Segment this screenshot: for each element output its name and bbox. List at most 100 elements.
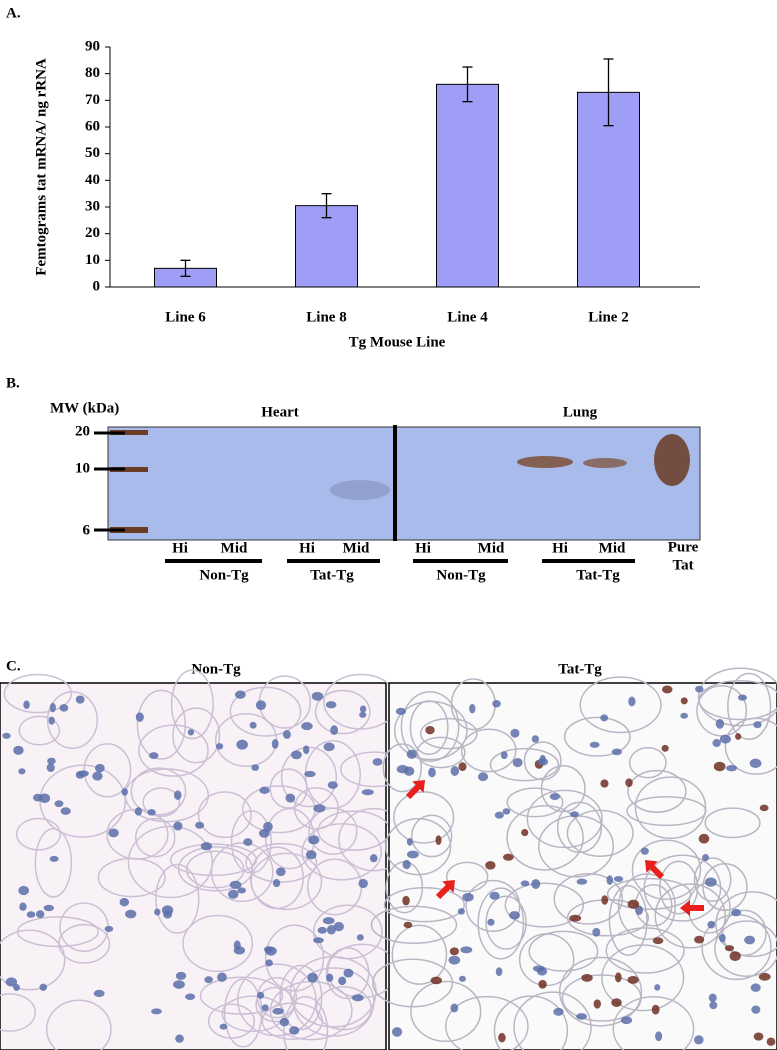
alveolar-wall [563, 716, 631, 757]
nucleus [49, 855, 59, 862]
nucleus [489, 891, 500, 900]
alveolar-wall [416, 736, 466, 769]
alveolar-wall [506, 787, 564, 818]
blot-membrane [107, 426, 701, 541]
tissue-label: Lung [563, 404, 598, 420]
alveolar-wall [130, 767, 187, 816]
nucleus [450, 766, 460, 776]
nucleus [704, 877, 717, 887]
nucleus [531, 735, 539, 743]
nucleus [358, 878, 368, 889]
alveolar-wall [608, 885, 648, 956]
nucleus [257, 991, 265, 999]
alveolar-wall [605, 927, 685, 974]
alveolar-wall [45, 999, 112, 1050]
alveolar-wall [419, 717, 478, 750]
nucleus [627, 899, 640, 909]
alveolar-wall [0, 929, 66, 991]
lane-label: Hi [172, 540, 188, 556]
alveolar-wall [445, 861, 489, 893]
alveolar-wall [283, 996, 329, 1050]
alveolar-wall [142, 787, 181, 818]
alveolar-wall [39, 764, 127, 838]
nucleus [592, 927, 601, 937]
lane-label: Hi [415, 540, 431, 556]
alveolar-wall [383, 887, 465, 923]
nucleus [538, 979, 547, 989]
nucleus [606, 875, 614, 885]
nucleus [47, 757, 56, 765]
nucleus [48, 716, 55, 725]
nucleus [600, 779, 609, 788]
nucleus [640, 847, 649, 855]
alveolar-wall [229, 686, 302, 737]
alveolar-wall [230, 810, 273, 874]
nucleus [39, 983, 48, 991]
y-tick-label: 60 [85, 118, 100, 134]
nucleus [135, 712, 144, 722]
nucleus [23, 700, 30, 710]
marker-label: 6 [83, 522, 91, 538]
nucleus [272, 879, 281, 888]
nucleus [359, 705, 367, 713]
band [330, 480, 390, 500]
nucleus [435, 835, 442, 846]
nucleus [35, 910, 45, 919]
nucleus [510, 728, 520, 738]
alveolar-wall [155, 863, 200, 934]
nucleus [325, 701, 337, 709]
alveolar-wall [382, 743, 423, 793]
alveolar-wall [314, 689, 371, 735]
error-bar [603, 58, 614, 127]
nucleus [265, 959, 273, 967]
nucleus [317, 926, 327, 934]
nucleus [457, 908, 465, 915]
nucleus [49, 702, 56, 713]
nucleus [234, 690, 246, 699]
nucleus [175, 971, 187, 980]
nucleus [261, 1004, 269, 1012]
y-tick-label: 30 [85, 198, 100, 214]
nucleus [537, 758, 549, 766]
alveolar-wall [465, 879, 521, 933]
nucleus [308, 835, 320, 845]
nucleus [478, 772, 489, 782]
nucleus [301, 722, 313, 731]
nucleus [494, 811, 504, 819]
nucleus [744, 935, 756, 945]
alveolar-wall [634, 776, 707, 839]
alveolar-wall [513, 991, 592, 1050]
alveolar-wall [172, 707, 221, 764]
ladder [110, 467, 148, 472]
nucleus [611, 748, 623, 756]
alveolar-wall [236, 963, 317, 1037]
band [517, 456, 573, 468]
y-tick-label: 50 [85, 145, 100, 161]
nucleus [18, 885, 30, 896]
nucleus [520, 880, 530, 887]
alveolar-wall [410, 814, 453, 858]
nucleus [500, 751, 508, 760]
alveolar-wall [197, 791, 252, 839]
nucleus [259, 786, 270, 794]
nucleus [303, 745, 310, 755]
image-title: Non-Tg [191, 661, 241, 677]
nucleus [611, 998, 622, 1007]
nucleus [570, 811, 579, 818]
alveolar-wall [553, 873, 624, 925]
nucleus [661, 744, 669, 752]
nucleus [593, 999, 601, 1009]
nucleus [18, 768, 26, 775]
nucleus [708, 993, 717, 1003]
nucleus [662, 685, 673, 694]
alveolar-wall [612, 996, 695, 1050]
y-tick-label: 0 [93, 278, 101, 294]
nucleus [601, 895, 609, 905]
mw-label: MW (kDa) [50, 400, 119, 416]
nucleus [279, 1017, 290, 1027]
nucleus [625, 778, 633, 787]
y-tick-label: 80 [85, 65, 100, 81]
nucleus [237, 887, 246, 894]
alveolar-wall [391, 924, 448, 985]
pure-label: Tat [672, 557, 693, 573]
